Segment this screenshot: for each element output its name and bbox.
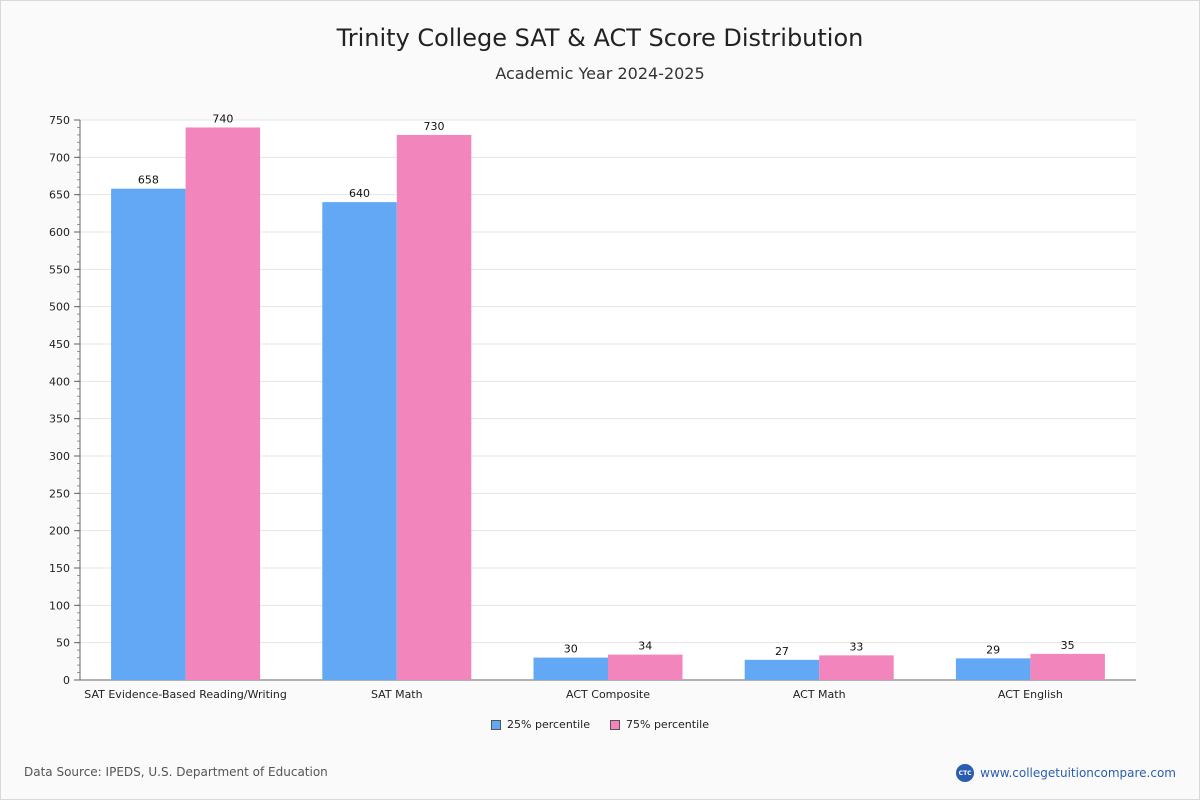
chart-title: Trinity College SAT & ACT Score Distribu… — [336, 24, 864, 52]
legend-swatch-75 — [610, 719, 620, 730]
y-tick-label: 200 — [49, 525, 70, 538]
legend-label-75: 75% percentile — [626, 718, 709, 731]
legend-item-75[interactable]: 75% percentile — [610, 718, 709, 731]
y-tick-label: 700 — [49, 151, 70, 164]
brand-link[interactable]: CTC www.collegetuitioncompare.com — [956, 764, 1176, 782]
data-label: 34 — [638, 640, 652, 653]
x-tick-label: ACT Math — [793, 688, 846, 701]
bar — [608, 654, 683, 680]
bar — [819, 655, 894, 680]
y-tick-label: 450 — [49, 338, 70, 351]
bar — [322, 202, 397, 680]
y-tick-label: 500 — [49, 301, 70, 314]
bar — [955, 658, 1031, 680]
ctc-logo-icon: CTC — [956, 764, 975, 782]
y-tick-label: 650 — [49, 189, 70, 202]
bar — [744, 659, 820, 680]
x-tick-label: ACT English — [998, 688, 1063, 701]
y-tick-label: 50 — [56, 637, 70, 650]
bar — [533, 657, 608, 680]
data-label: 30 — [564, 643, 578, 656]
brand-url: www.collegetuitioncompare.com — [980, 766, 1176, 780]
legend-label-25: 25% percentile — [507, 718, 590, 731]
y-tick-label: 300 — [49, 450, 70, 463]
legend-item-25[interactable]: 25% percentile — [491, 718, 590, 731]
y-tick-label: 100 — [49, 599, 70, 612]
bar — [111, 188, 186, 680]
data-label: 29 — [986, 643, 1000, 656]
y-tick-label: 350 — [49, 413, 70, 426]
data-label: 730 — [424, 120, 445, 133]
x-tick-label: ACT Composite — [566, 688, 650, 701]
data-source: Data Source: IPEDS, U.S. Department of E… — [24, 765, 328, 779]
x-tick-label: SAT Evidence-Based Reading/Writing — [84, 688, 287, 701]
bar — [185, 127, 261, 680]
legend-swatch-25 — [491, 719, 502, 730]
legend: 25% percentile 75% percentile — [0, 718, 1200, 731]
x-tick-label: SAT Math — [371, 688, 423, 701]
bar — [396, 134, 472, 680]
y-tick-label: 750 — [49, 114, 70, 127]
data-label: 27 — [775, 645, 789, 658]
y-tick-label: 600 — [49, 226, 70, 239]
y-tick-label: 0 — [63, 674, 70, 687]
data-label: 640 — [349, 187, 370, 200]
data-label: 740 — [212, 112, 233, 125]
data-label: 658 — [138, 174, 159, 187]
data-label: 33 — [849, 640, 863, 653]
bar — [1030, 653, 1105, 680]
chart-subtitle: Academic Year 2024-2025 — [495, 64, 705, 83]
y-tick-label: 250 — [49, 487, 70, 500]
y-tick-label: 550 — [49, 263, 70, 276]
data-label: 35 — [1061, 639, 1075, 652]
y-tick-label: 150 — [49, 562, 70, 575]
y-tick-label: 400 — [49, 375, 70, 388]
